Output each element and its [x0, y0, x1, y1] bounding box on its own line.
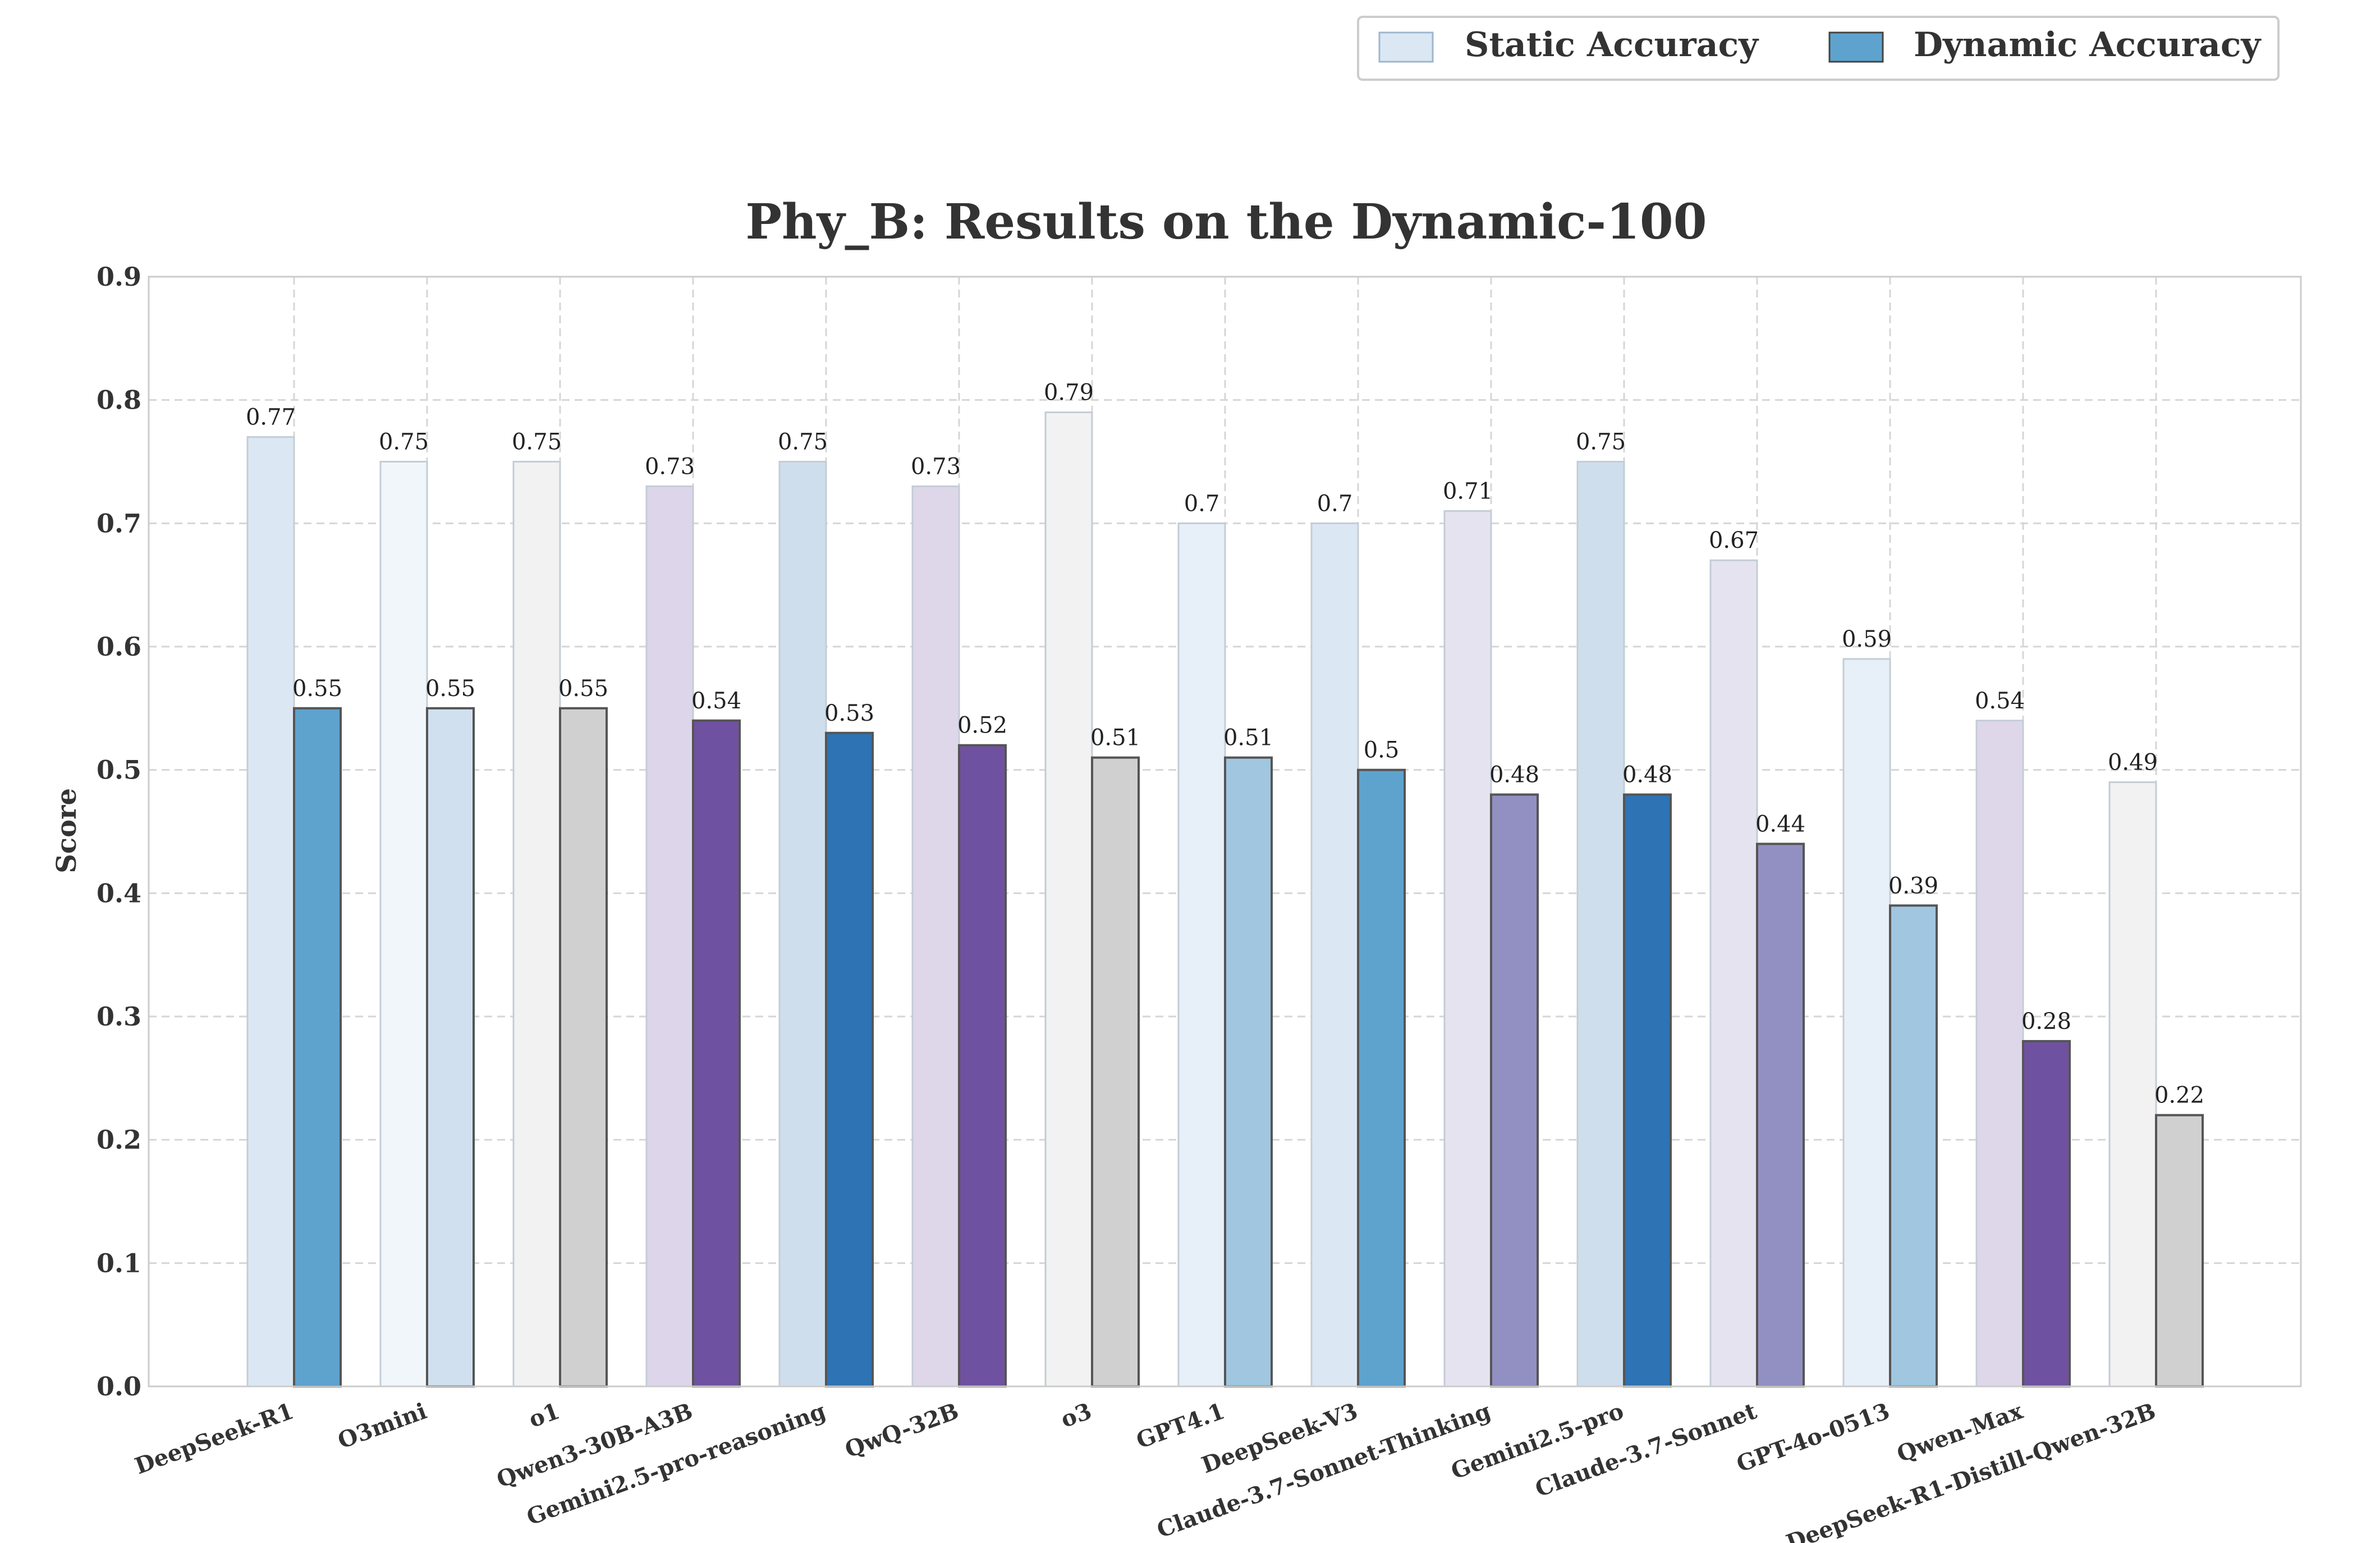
bar-dynamic-3	[692, 719, 741, 1388]
bar-label-static-4: 0.75	[778, 429, 828, 455]
bar-dynamic-8	[1357, 768, 1406, 1388]
bar-static-6	[1044, 411, 1093, 1388]
bar-static-12	[1842, 658, 1891, 1388]
x-tick-labels: DeepSeek-R1 O3mini o1Qwen3-30B-A3BGemini2.…	[131, 1398, 2159, 1543]
y-tick-label-2: 0.2	[97, 1125, 141, 1155]
bar-dynamic-10	[1623, 793, 1672, 1388]
bar-static-11	[1709, 559, 1758, 1388]
bar-label-dynamic-9: 0.48	[1489, 762, 1539, 788]
bar-static-3	[645, 485, 694, 1388]
bar-label-dynamic-11: 0.44	[1755, 811, 1805, 837]
bar-label-dynamic-14: 0.22	[2154, 1083, 2204, 1109]
bar-static-13	[1975, 720, 2024, 1388]
x-tick-label-5: QwQ-32B	[841, 1398, 962, 1463]
x-tick-label-0: DeepSeek-R1	[131, 1398, 297, 1480]
bar-dynamic-9	[1490, 793, 1539, 1388]
x-tick-label-12: GPT-4o-0513	[1733, 1398, 1893, 1477]
bar-dynamic-11	[1756, 843, 1805, 1388]
bar-static-2	[512, 461, 561, 1388]
bar-dynamic-6	[1091, 756, 1140, 1388]
bar-label-static-14: 0.49	[2108, 750, 2158, 776]
bar-label-static-9: 0.71	[1443, 478, 1493, 504]
bar-dynamic-7	[1224, 756, 1273, 1388]
legend-label-dynamic: Dynamic Accuracy	[1914, 25, 2262, 65]
y-tick-label-4: 0.4	[97, 878, 141, 908]
chart-title: Phy_B: Results on the Dynamic-100	[745, 194, 1707, 250]
bar-label-dynamic-10: 0.48	[1622, 762, 1672, 788]
bar-static-4	[778, 461, 827, 1388]
bar-dynamic-14	[2155, 1114, 2204, 1388]
bar-dynamic-12	[1889, 904, 1938, 1388]
bar-label-dynamic-2: 0.55	[558, 676, 608, 702]
x-tick-label-2: o1	[525, 1398, 563, 1433]
bar-static-9	[1443, 510, 1492, 1388]
bar-dynamic-2	[559, 707, 608, 1388]
legend-swatch-static	[1378, 31, 1434, 63]
bar-label-static-12: 0.59	[1842, 626, 1892, 652]
bar-label-static-2: 0.75	[512, 429, 562, 455]
bar-static-8	[1310, 522, 1359, 1388]
y-tick-label-7: 0.7	[97, 508, 141, 538]
bar-label-dynamic-7: 0.51	[1223, 725, 1273, 751]
bar-label-dynamic-5: 0.52	[957, 713, 1007, 739]
y-tick-label-1: 0.1	[97, 1248, 141, 1278]
bar-label-dynamic-3: 0.54	[691, 688, 741, 714]
legend: Static Accuracy Dynamic Accuracy	[1357, 16, 2280, 81]
y-axis-label: Score	[51, 788, 82, 873]
bar-label-static-6: 0.79	[1044, 380, 1094, 406]
bar-static-1	[379, 461, 428, 1388]
bar-label-dynamic-1: 0.55	[425, 676, 475, 702]
y-tick-label-0: 0.0	[97, 1371, 141, 1402]
bar-static-0	[246, 436, 295, 1388]
x-tick-label-6: o3	[1057, 1398, 1095, 1433]
y-tick-label-3: 0.3	[97, 1001, 141, 1032]
legend-frame	[1357, 16, 2280, 81]
y-tick-label-5: 0.5	[97, 755, 141, 785]
bar-label-static-5: 0.73	[911, 454, 961, 479]
y-tick-label-8: 0.8	[97, 385, 141, 415]
bar-dynamic-13	[2022, 1040, 2071, 1388]
bar-dynamic-1	[426, 707, 475, 1388]
x-tick-label-7: GPT4.1	[1133, 1398, 1228, 1454]
bar-label-dynamic-8: 0.5	[1364, 738, 1400, 763]
bar-static-10	[1576, 461, 1625, 1388]
bar-dynamic-0	[293, 707, 342, 1388]
bar-label-static-13: 0.54	[1975, 688, 2025, 714]
bar-label-dynamic-13: 0.28	[2021, 1009, 2071, 1034]
bar-label-dynamic-6: 0.51	[1090, 725, 1140, 751]
bars	[246, 411, 2204, 1388]
bar-label-dynamic-0: 0.55	[292, 676, 342, 702]
bar-label-dynamic-4: 0.53	[824, 700, 874, 726]
plot-frame	[148, 276, 2302, 1388]
bar-label-dynamic-12: 0.39	[1888, 873, 1938, 899]
y-tick-labels: 0.0 0.1 0.2 0.3 0.4 0.5 0.6 0.7 0.8 0.9	[97, 262, 141, 1402]
y-tick-label-9: 0.9	[97, 262, 141, 292]
bar-static-5	[911, 485, 960, 1388]
legend-swatch-dynamic	[1828, 31, 1884, 63]
bar-label-static-8: 0.7	[1317, 491, 1353, 516]
bar-label-static-1: 0.75	[379, 429, 429, 455]
bar-static-7	[1177, 522, 1226, 1388]
bar-label-static-7: 0.7	[1184, 491, 1220, 516]
bar-label-static-0: 0.77	[246, 405, 296, 431]
x-tick-label-1: O3mini	[334, 1398, 430, 1454]
bar-value-labels: 0.77 0.75 0.75 0.73 0.75 0.73 0.79 0.7 0.7 0.71 0.…	[246, 380, 2204, 1109]
bar-dynamic-4	[825, 731, 874, 1388]
bar-static-14	[2108, 781, 2157, 1388]
bar-label-static-3: 0.73	[645, 454, 695, 479]
bar-label-static-10: 0.75	[1576, 429, 1626, 455]
y-tick-label-6: 0.6	[97, 631, 141, 662]
legend-label-static: Static Accuracy	[1465, 25, 1759, 65]
bar-label-static-11: 0.67	[1709, 528, 1759, 553]
x-tick-label-11: Claude-3.7-Sonnet	[1532, 1398, 1760, 1503]
bar-dynamic-5	[958, 744, 1007, 1388]
